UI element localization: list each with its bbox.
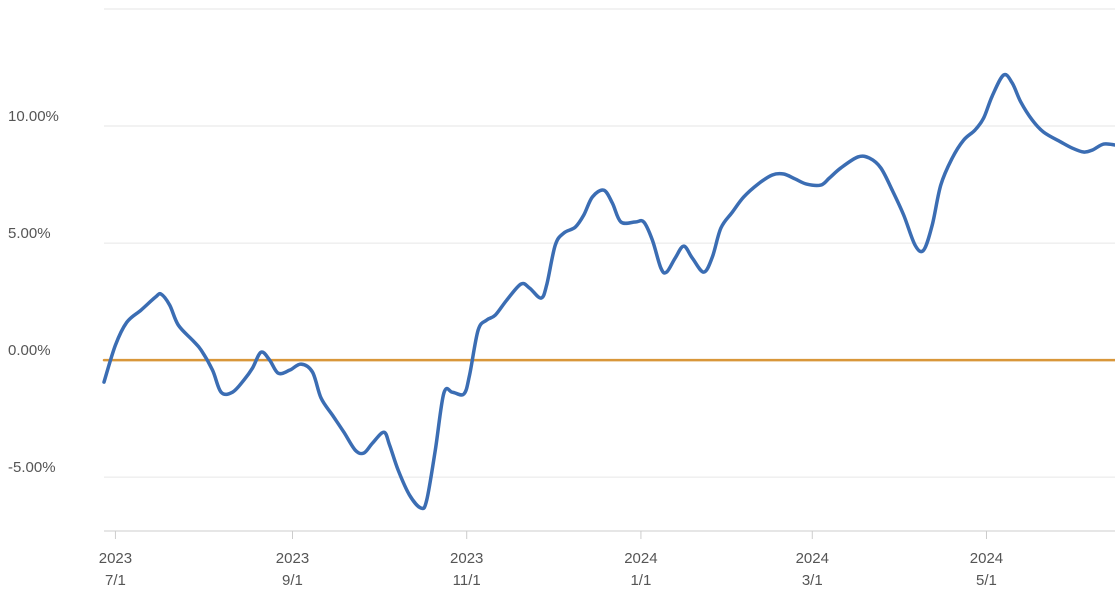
x-tick-label: 2024 1/1 [624, 550, 658, 589]
x-tick-label: 2023 9/1 [275, 550, 310, 589]
y-tick-label: 5.00% [8, 225, 51, 243]
y-tick-label: 0.00% [8, 342, 51, 360]
y-tick-label: 10.00% [8, 108, 59, 126]
y-tick-label: -5.00% [8, 459, 56, 477]
line-series [102, 72, 1115, 511]
x-tick-label: 2023 7/1 [98, 550, 133, 589]
x-tick-label: 2023 11/1 [450, 550, 484, 589]
x-tick-label: 2024 3/1 [795, 550, 829, 589]
x-tick-label: 2024 5/1 [969, 550, 1004, 589]
